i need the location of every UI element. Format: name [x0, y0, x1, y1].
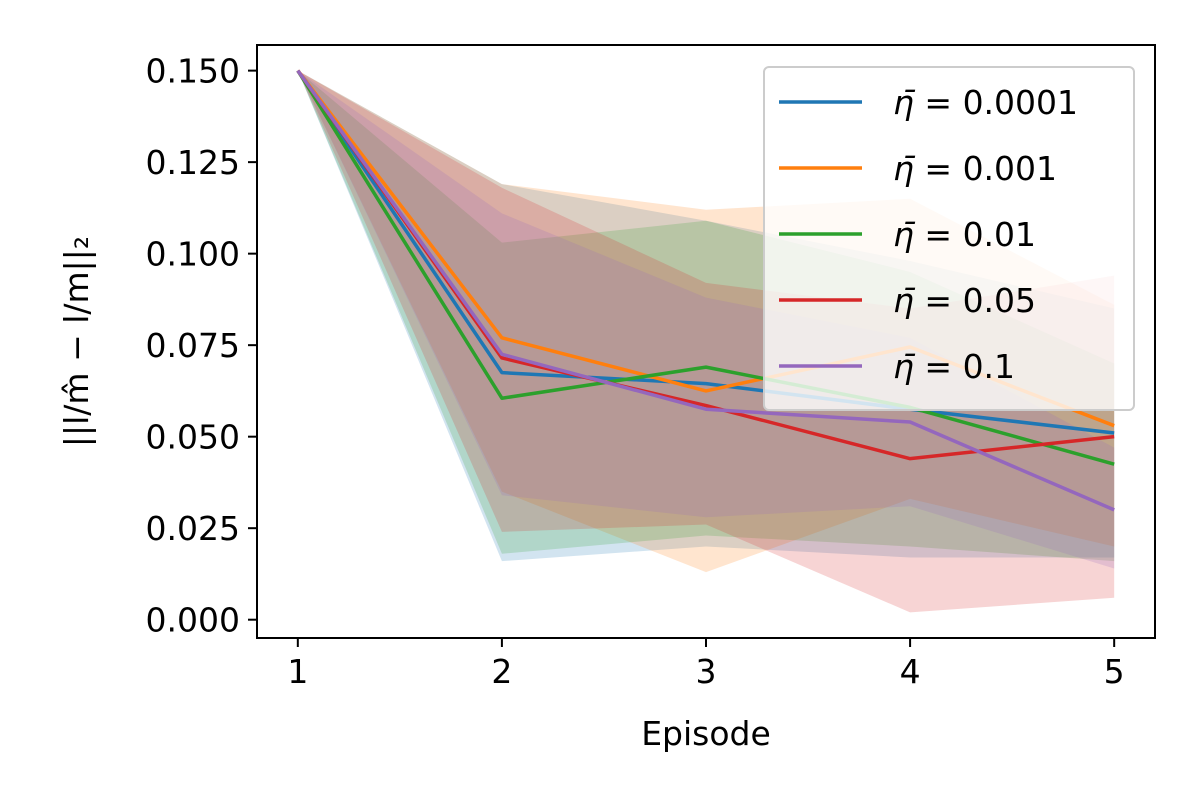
legend-label-series-3: η̄ = 0.01: [893, 215, 1036, 254]
x-tick-label: 4: [900, 652, 921, 691]
legend-label-series-4: η̄ = 0.05: [893, 281, 1036, 320]
series-line-1: [296, 69, 1115, 435]
x-tick-label: 2: [491, 652, 512, 691]
x-tick-label: 3: [696, 652, 717, 691]
confidence-band-series-1: [297, 70, 1115, 562]
y-axis: 0.000 0.025 0.050 0.075 0.100 0.125 0.150: [146, 52, 257, 640]
x-axis-title: Episode: [641, 714, 771, 753]
y-tick-label: 0.025: [146, 509, 240, 548]
y-tick-label: 0.075: [146, 326, 240, 365]
y-tick-label: 0.100: [146, 235, 240, 274]
y-axis-title-group: ||l/m̂ − l/m||₂: [57, 236, 96, 447]
series-line-3: [296, 69, 1115, 466]
y-tick-label: 0.050: [146, 418, 240, 457]
confidence-band-series-5: [297, 70, 1115, 569]
confidence-band-series-4: [297, 70, 1115, 613]
x-tick-label: 5: [1104, 652, 1125, 691]
confidence-bands: [297, 70, 1115, 613]
y-tick-label: 0.125: [146, 143, 240, 182]
confidence-band-series-3: [297, 70, 1115, 562]
y-axis-title: ||l/m̂ − l/m||₂: [57, 236, 96, 447]
x-axis: 1 2 3 4 5: [287, 638, 1125, 691]
series-line-5: [296, 69, 1115, 512]
legend-box: [763, 66, 1135, 411]
confidence-band-series-2: [297, 70, 1115, 573]
legend-label-series-5: η̄ = 0.1: [893, 347, 1015, 386]
y-tick-label: 0.000: [146, 601, 240, 640]
x-tick-label: 1: [287, 652, 308, 691]
y-tick-label: 0.150: [146, 52, 240, 91]
legend: η̄ = 0.0001 η̄ = 0.001 η̄ = 0.01 η̄ = 0.05 η…: [763, 66, 1135, 411]
legend-label-series-1: η̄ = 0.0001: [893, 83, 1078, 122]
legend-label-series-2: η̄ = 0.001: [893, 149, 1057, 188]
